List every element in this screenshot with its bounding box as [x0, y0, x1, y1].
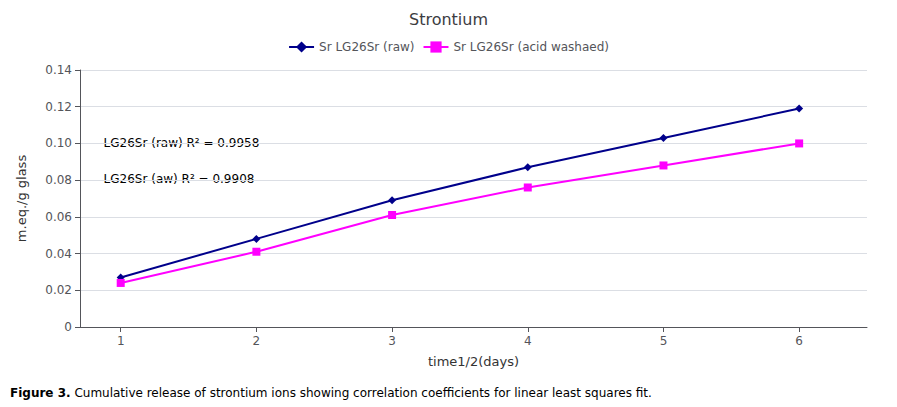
svg-text:5: 5: [660, 334, 668, 348]
svg-text:1: 1: [117, 334, 125, 348]
svg-text:0.02: 0.02: [45, 283, 72, 297]
svg-text:Strontium: Strontium: [409, 10, 488, 29]
svg-text:time1/2(days): time1/2(days): [428, 354, 519, 369]
svg-text:0: 0: [64, 320, 72, 334]
svg-text:Figure 3.: Figure 3.: [10, 386, 71, 400]
svg-text:2: 2: [253, 334, 261, 348]
svg-text:4: 4: [524, 334, 532, 348]
svg-text:m.eq./g glass: m.eq./g glass: [14, 155, 29, 243]
svg-text:0.08: 0.08: [45, 173, 72, 187]
svg-text:3: 3: [388, 334, 396, 348]
svg-text:Sr LG26Sr (raw): Sr LG26Sr (raw): [319, 40, 414, 54]
svg-text:0.14: 0.14: [45, 63, 72, 77]
svg-text:0.10: 0.10: [45, 136, 72, 150]
svg-text:0.04: 0.04: [45, 247, 72, 261]
svg-text:0.12: 0.12: [45, 100, 72, 114]
svg-text:LG26Sr (raw) R² = 0.9958: LG26Sr (raw) R² = 0.9958: [104, 136, 260, 150]
svg-text:Cumulative release of strontiu: Cumulative release of strontium ions sho…: [71, 386, 652, 400]
svg-text:6: 6: [795, 334, 803, 348]
svg-text:LG26Sr (aw) R² = 0.9908: LG26Sr (aw) R² = 0.9908: [104, 172, 255, 186]
svg-text:0.06: 0.06: [45, 210, 72, 224]
svg-text:Sr LG26Sr (acid washaed): Sr LG26Sr (acid washaed): [454, 40, 609, 54]
